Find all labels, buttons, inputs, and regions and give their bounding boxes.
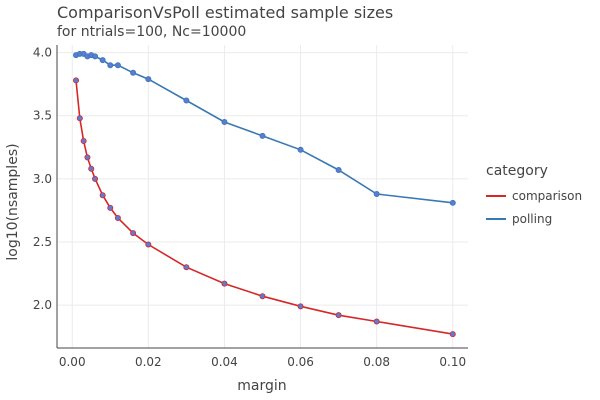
data-point-comparison <box>73 77 80 84</box>
series-line-polling <box>75 52 453 204</box>
data-point-polling <box>297 146 304 153</box>
chart-title: ComparisonVsPoll estimated sample sizes <box>57 3 393 22</box>
y-tick-label: 2.5 <box>33 235 52 249</box>
data-point-comparison <box>76 115 83 122</box>
x-tick-label: 0.00 <box>59 355 86 369</box>
x-tick-label: 0.10 <box>439 355 466 369</box>
legend-label-polling: polling <box>512 212 552 226</box>
legend: category comparison polling <box>486 163 582 226</box>
data-point-polling <box>259 132 266 139</box>
series-polling <box>73 50 456 206</box>
data-point-comparison <box>449 331 456 338</box>
legend-title: category <box>486 163 548 179</box>
x-tick-label: 0.04 <box>211 355 238 369</box>
data-point-comparison <box>88 165 95 172</box>
data-point-polling <box>114 62 121 69</box>
data-point-comparison <box>114 214 121 221</box>
y-tick-label: 2.0 <box>33 298 52 312</box>
data-point-polling <box>107 62 114 69</box>
gridlines <box>57 45 468 348</box>
data-point-polling <box>99 57 106 64</box>
x-tick-label: 0.06 <box>287 355 314 369</box>
data-point-comparison <box>373 318 380 325</box>
data-point-comparison <box>145 241 152 248</box>
data-point-comparison <box>183 264 190 271</box>
series-group <box>73 50 456 338</box>
series-comparison <box>73 77 456 338</box>
y-tick-label: 3.5 <box>33 109 52 123</box>
data-point-comparison <box>80 137 87 144</box>
data-point-polling <box>373 190 380 197</box>
x-tick-labels: 0.00 0.02 0.04 0.06 0.08 0.10 <box>59 355 466 369</box>
y-tick-label: 4.0 <box>33 46 52 60</box>
data-point-polling <box>183 97 190 104</box>
data-point-comparison <box>107 204 114 211</box>
data-point-comparison <box>259 293 266 300</box>
data-point-comparison <box>335 312 342 319</box>
x-axis-label: margin <box>237 378 286 394</box>
data-point-polling <box>449 199 456 206</box>
data-point-comparison <box>99 192 106 199</box>
y-axis-label: log10(nsamples) <box>5 143 21 260</box>
y-tick-labels: 2.0 2.5 3.0 3.5 4.0 <box>33 46 52 313</box>
data-point-comparison <box>130 230 137 237</box>
x-tick-label: 0.02 <box>135 355 162 369</box>
data-point-polling <box>145 76 152 83</box>
legend-label-comparison: comparison <box>512 189 582 203</box>
data-point-polling <box>130 69 137 76</box>
x-tick-label: 0.08 <box>363 355 390 369</box>
data-point-comparison <box>84 154 91 161</box>
axes <box>56 45 468 349</box>
data-point-comparison <box>297 303 304 310</box>
data-point-comparison <box>92 175 99 182</box>
data-point-polling <box>92 53 99 60</box>
data-point-comparison <box>221 280 228 287</box>
chart-subtitle: for ntrials=100, Nc=10000 <box>57 24 246 40</box>
data-point-polling <box>335 166 342 173</box>
data-point-polling <box>221 119 228 126</box>
y-tick-label: 3.0 <box>33 172 52 186</box>
